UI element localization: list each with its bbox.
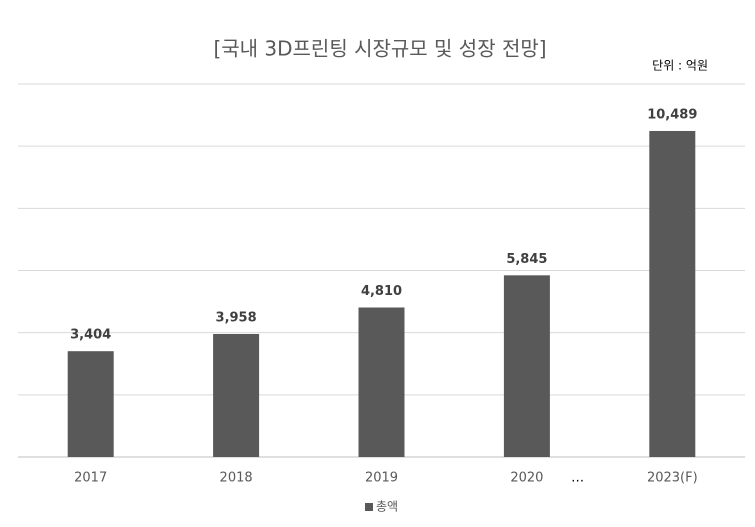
bar: [649, 130, 696, 457]
data-label: 3,404: [70, 328, 111, 343]
data-label: 3,958: [216, 310, 257, 325]
chart-title: [국내 3D프린팅 시장규모 및 성장 전망]: [213, 37, 546, 61]
annotation: …: [571, 471, 584, 486]
bar: [503, 275, 550, 457]
bar: [67, 351, 114, 457]
data-label: 10,489: [647, 107, 697, 122]
data-label: 5,845: [506, 252, 547, 267]
x-tick-label: 2019: [365, 471, 398, 486]
x-tick-label: 2020: [510, 471, 543, 486]
x-tick-label: 2018: [220, 471, 253, 486]
x-tick-label: 2023(F): [647, 471, 698, 486]
bar: [358, 307, 405, 457]
unit-label: 단위 : 억원: [652, 59, 708, 73]
legend-label: 총액: [376, 500, 398, 514]
bar: [213, 333, 260, 457]
data-label: 4,810: [361, 284, 402, 299]
legend-swatch: [365, 503, 373, 511]
x-tick-label: 2017: [74, 471, 107, 486]
